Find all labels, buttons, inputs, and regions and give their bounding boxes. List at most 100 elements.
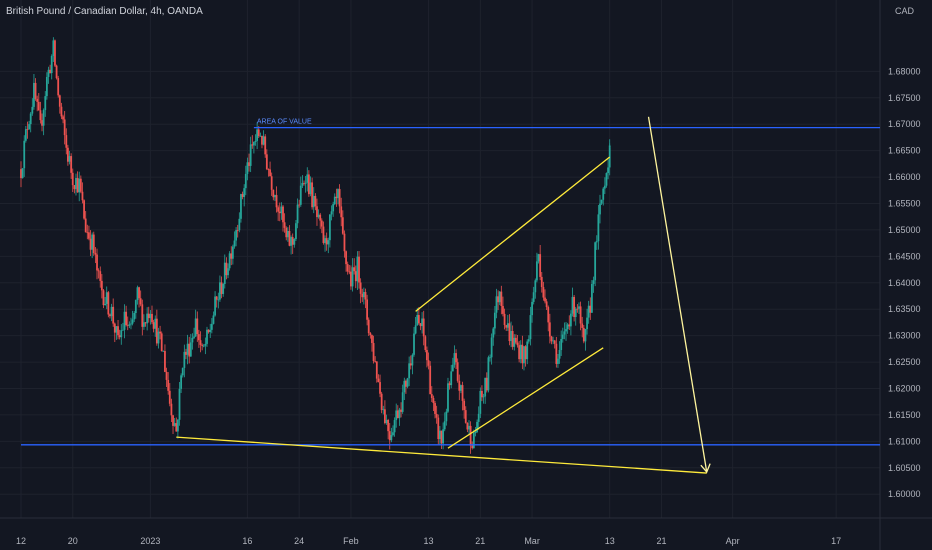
candle-55: [109, 313, 111, 319]
candle-128: [227, 263, 229, 279]
candle-12: [39, 101, 42, 124]
candle-body: [100, 280, 103, 291]
candle-325: [545, 298, 548, 311]
candle-body: [299, 185, 302, 205]
candle-body: [270, 176, 273, 190]
candle-172: [298, 199, 301, 208]
candle-40: [84, 211, 87, 233]
candle-339: [568, 315, 571, 331]
candle-359: [600, 199, 603, 205]
candle-98: [178, 382, 181, 426]
candle-body: [521, 344, 524, 364]
candle-body: [104, 303, 106, 306]
candle-270: [456, 358, 459, 383]
candle-body: [338, 189, 341, 207]
candle-28: [65, 128, 68, 155]
candle-body: [88, 232, 90, 239]
candle-279: [471, 441, 474, 450]
candle-body: [330, 211, 333, 215]
candle-body: [191, 337, 194, 343]
candle-body: [96, 254, 98, 271]
candle-61: [118, 329, 121, 340]
candle-body: [126, 324, 129, 326]
candle-158: [275, 186, 278, 213]
candle-358: [599, 194, 601, 224]
candle-body: [332, 204, 335, 212]
candle-body: [325, 238, 328, 245]
candle-353: [591, 279, 593, 314]
candle-body: [582, 327, 585, 342]
candle-342: [573, 295, 576, 322]
candle-body: [340, 206, 343, 218]
candle-216: [369, 332, 372, 339]
candle-51: [102, 289, 105, 309]
y-tick-label-10: 1.63000: [888, 331, 921, 341]
candle-body: [348, 271, 351, 273]
candle-208: [356, 251, 359, 291]
candle-348: [582, 324, 585, 344]
candle-312: [524, 345, 527, 367]
candle-19: [50, 54, 53, 80]
candle-body: [105, 292, 108, 304]
candle-body: [307, 174, 310, 195]
candle-111: [199, 331, 202, 353]
candle-body: [196, 318, 199, 335]
candle-body: [437, 417, 440, 440]
candle-241: [409, 355, 412, 370]
candle-225: [383, 400, 386, 425]
candle-178: [307, 170, 310, 197]
candle-215: [367, 317, 370, 336]
candle-253: [429, 361, 432, 395]
candle-114: [204, 337, 207, 355]
candle-body: [241, 194, 244, 197]
candle-body: [295, 223, 297, 240]
candle-body: [578, 306, 580, 309]
candle-body: [282, 206, 284, 223]
candle-body: [60, 106, 63, 117]
candle-body: [383, 409, 386, 424]
candle-body: [94, 253, 97, 255]
candle-body: [312, 195, 315, 208]
x-tick-label-10: 21: [656, 536, 666, 546]
candle-326: [547, 305, 550, 332]
candle-body: [143, 322, 145, 327]
candle-body: [230, 253, 233, 259]
trendline-2: [447, 347, 604, 449]
candle-185: [319, 212, 322, 229]
candle-349: [584, 328, 587, 351]
candle-body: [121, 329, 124, 331]
candle-108: [194, 309, 197, 338]
candle-285: [481, 385, 483, 402]
candle-body: [112, 306, 115, 324]
candle-100: [181, 367, 184, 378]
candle-117: [209, 323, 212, 339]
candle-body: [469, 425, 472, 446]
chart-title: British Pound / Canadian Dollar, 4h, OAN…: [6, 6, 203, 17]
candle-101: [183, 344, 186, 378]
candle-9: [34, 78, 37, 101]
candle-154: [269, 161, 271, 177]
candle-29: [67, 144, 69, 166]
candle-body: [553, 340, 556, 344]
candle-192: [330, 205, 333, 221]
candle-body: [249, 144, 252, 166]
candle-body: [403, 380, 406, 393]
candle-body: [592, 280, 595, 284]
x-tick-label-6: 13: [424, 536, 434, 546]
candle-body: [170, 403, 173, 416]
candle-body: [201, 344, 204, 346]
candle-body: [595, 241, 598, 243]
candle-85: [157, 327, 160, 349]
candle-146: [256, 122, 259, 150]
candle-body: [447, 383, 449, 412]
candle-115: [206, 326, 208, 347]
candle-70: [133, 311, 136, 323]
candle-82: [152, 319, 155, 333]
candle-20: [52, 37, 55, 62]
candle-body: [540, 276, 543, 288]
candle-243: [413, 327, 415, 357]
candle-body: [238, 218, 241, 231]
candle-body: [257, 129, 260, 136]
candle-body: [409, 363, 412, 366]
